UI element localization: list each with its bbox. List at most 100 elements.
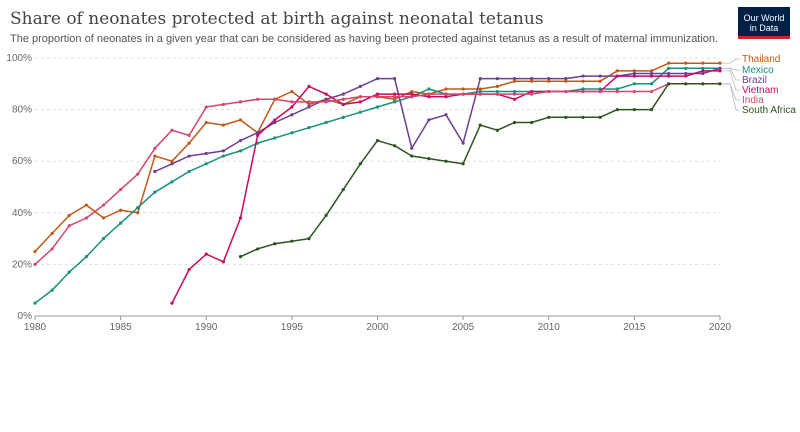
data-point-south-africa (358, 162, 362, 166)
data-point-thailand (512, 79, 517, 83)
legend-connector-india (722, 83, 740, 101)
data-point-vietnam (170, 301, 174, 305)
data-point-thailand (461, 87, 465, 91)
data-point-mexico (495, 89, 499, 94)
data-point-thailand (307, 102, 311, 107)
y-tick-label: 60% (12, 156, 32, 167)
data-point-thailand (410, 89, 414, 94)
data-point-brazil (238, 138, 243, 143)
data-point-thailand (204, 120, 208, 125)
data-point-mexico (67, 270, 71, 274)
data-point-south-africa (427, 157, 431, 161)
legend-connector-vietnam (722, 70, 740, 91)
data-point-brazil (170, 162, 174, 166)
data-point-mexico (615, 87, 619, 91)
data-point-india (256, 97, 260, 101)
data-point-south-africa (238, 255, 243, 259)
data-point-south-africa (684, 82, 688, 86)
data-point-india (119, 187, 123, 192)
data-point-brazil (341, 92, 345, 96)
series-line-vietnam (171, 70, 720, 304)
legend-label-south-africa: South Africa (742, 105, 796, 116)
data-point-mexico (136, 206, 140, 210)
data-point-south-africa (615, 108, 619, 112)
data-point-brazil (701, 71, 705, 76)
data-point-vietnam (256, 133, 260, 137)
data-point-mexico (358, 110, 362, 114)
data-point-mexico (50, 288, 54, 292)
data-point-thailand (33, 249, 37, 254)
data-point-thailand (393, 97, 397, 101)
data-point-india (512, 92, 517, 96)
data-point-brazil (290, 113, 294, 117)
data-point-brazil (547, 77, 551, 81)
data-point-thailand (649, 69, 654, 73)
x-tick-label: 1980 (24, 322, 47, 333)
data-point-thailand (564, 79, 568, 83)
data-point-vietnam (204, 252, 208, 256)
data-point-brazil (256, 131, 260, 135)
data-point-mexico (204, 162, 208, 166)
data-point-brazil (358, 84, 362, 88)
data-point-india (170, 128, 174, 132)
data-point-india (581, 89, 585, 94)
data-point-vietnam (649, 74, 654, 78)
data-point-vietnam (393, 92, 397, 96)
data-point-brazil (512, 77, 517, 81)
x-tick-label: 1985 (110, 322, 133, 333)
data-point-brazil (495, 77, 499, 81)
data-point-mexico (187, 169, 191, 174)
chart-subtitle: The proportion of neonates in a given ye… (10, 33, 719, 45)
data-point-thailand (187, 141, 191, 145)
data-point-india (273, 97, 277, 101)
data-point-south-africa (273, 242, 277, 246)
data-point-thailand (684, 61, 688, 65)
data-point-thailand (530, 79, 534, 83)
data-point-vietnam (187, 267, 191, 272)
y-tick-label: 100% (6, 53, 32, 64)
data-point-south-africa (461, 162, 465, 166)
data-point-mexico (684, 66, 688, 70)
data-point-india (153, 146, 157, 150)
data-point-mexico (119, 221, 123, 225)
data-point-south-africa (495, 128, 499, 132)
data-point-south-africa (598, 115, 602, 119)
data-point-thailand (67, 213, 71, 217)
legend-label-thailand: Thailand (742, 54, 780, 65)
data-point-india (101, 203, 106, 207)
data-point-thailand (615, 69, 619, 73)
data-point-south-africa (581, 115, 585, 119)
owid-logo[interactable]: Our World in Data (738, 7, 790, 39)
data-point-brazil (461, 141, 465, 145)
data-point-south-africa (393, 144, 397, 148)
data-point-mexico (581, 87, 585, 91)
data-point-south-africa (701, 82, 705, 86)
data-point-india (33, 262, 37, 266)
data-point-mexico (375, 105, 380, 109)
data-point-india (84, 216, 88, 220)
data-point-india (50, 247, 54, 251)
data-point-brazil (667, 71, 671, 76)
data-point-brazil (307, 105, 311, 109)
series-line-mexico (34, 67, 720, 304)
data-point-thailand (478, 87, 482, 91)
data-point-thailand (101, 216, 106, 220)
data-point-mexico (512, 89, 517, 94)
data-point-vietnam (718, 69, 722, 73)
data-point-mexico (238, 149, 243, 153)
data-point-mexico (273, 136, 277, 140)
legend-label-brazil: Brazil (742, 75, 767, 86)
data-point-thailand (718, 61, 722, 65)
data-point-vietnam (632, 74, 636, 78)
data-point-south-africa (649, 108, 654, 112)
data-point-mexico (649, 82, 654, 86)
data-point-thailand (170, 159, 174, 163)
legend-connector-south-africa (722, 83, 740, 111)
x-tick-label: 2005 (452, 322, 475, 333)
x-tick-label: 2000 (366, 322, 389, 333)
data-point-mexico (170, 180, 174, 184)
data-point-south-africa (324, 213, 328, 217)
data-point-brazil (324, 97, 328, 101)
data-point-brazil (598, 74, 602, 78)
data-point-vietnam (410, 92, 414, 96)
